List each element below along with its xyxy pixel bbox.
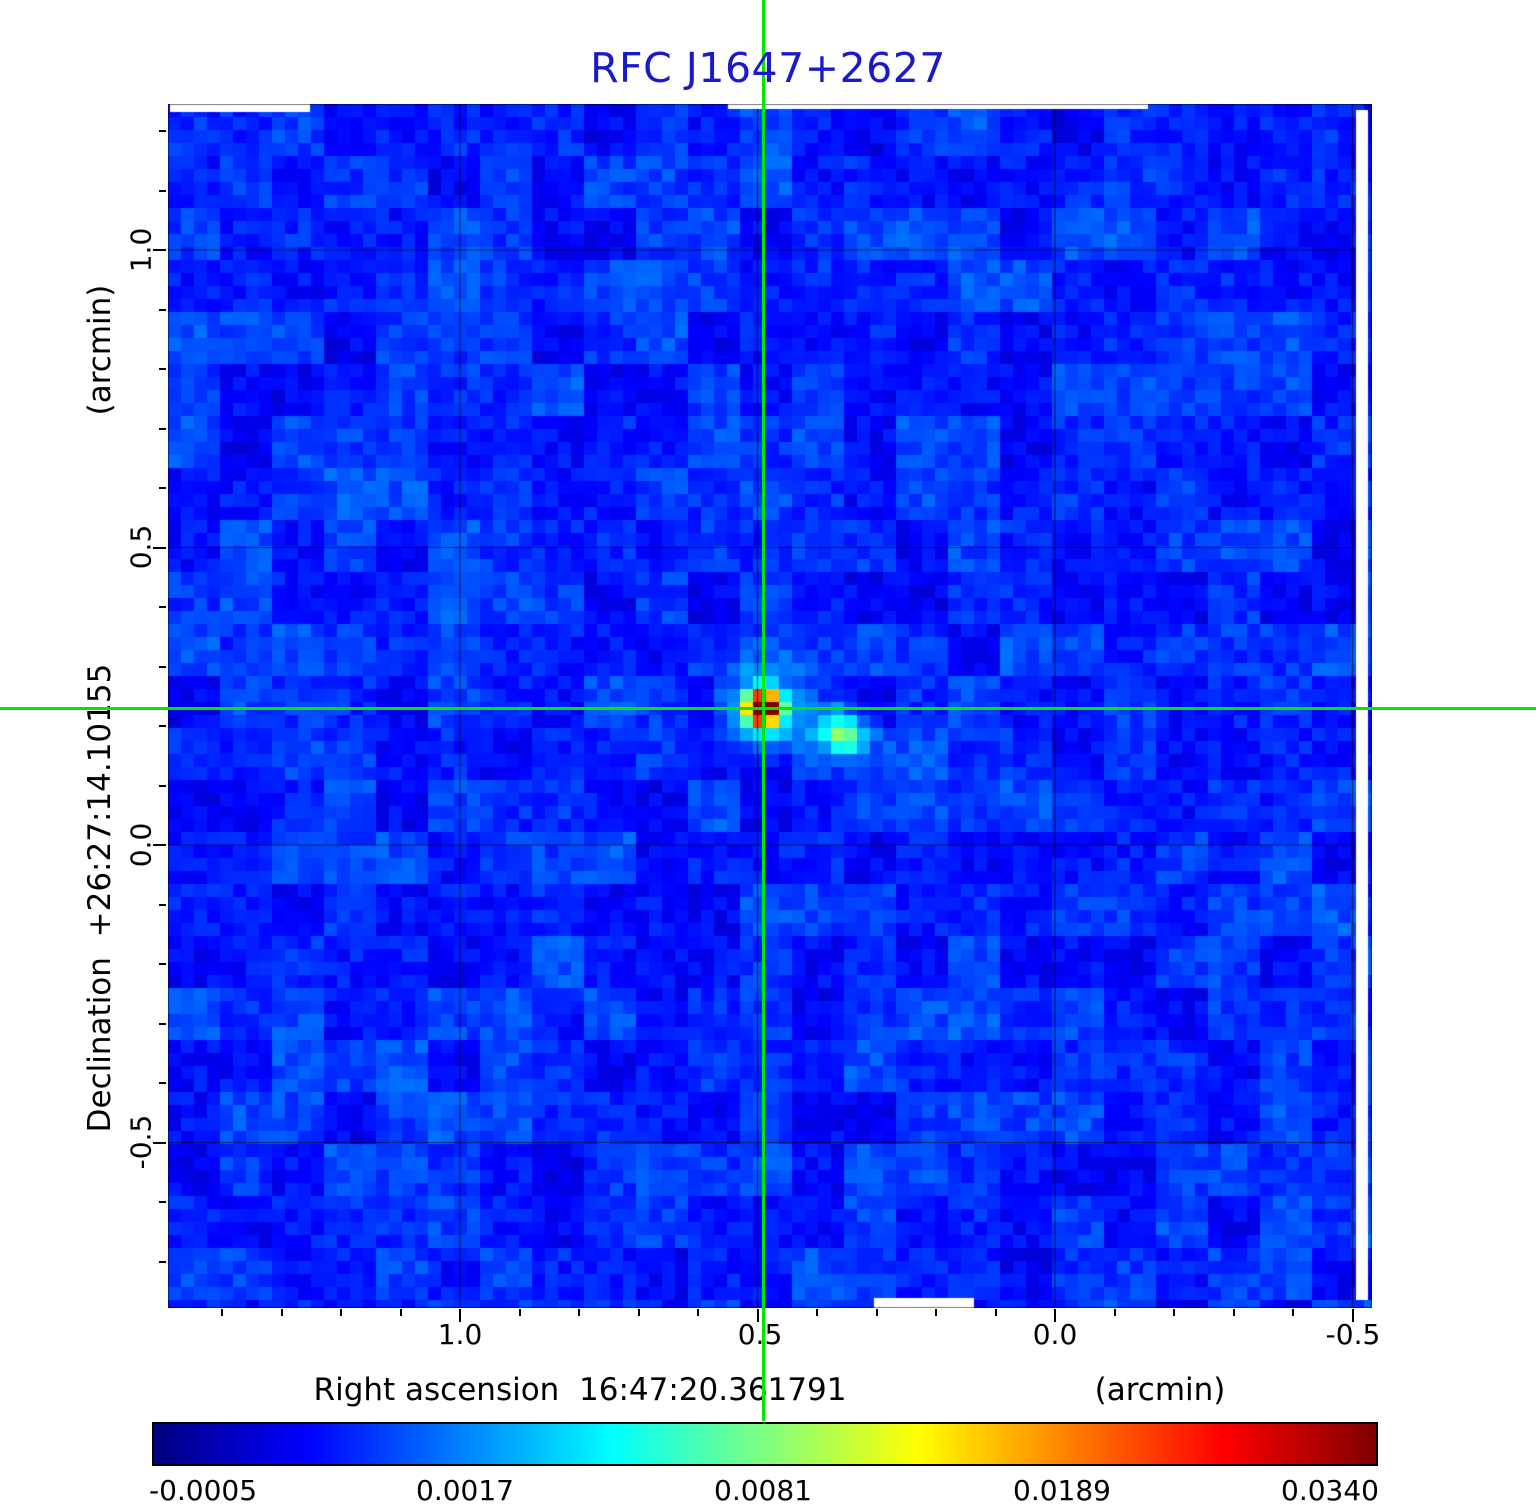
x-axis-unit-label: (arcmin) (1094, 1372, 1226, 1408)
axis-tick (1173, 1309, 1175, 1316)
axis-tick (159, 665, 166, 668)
y-axis-title: Declination +26:27:14.10155 (82, 663, 118, 1133)
axis-tick (1054, 1309, 1056, 1322)
colorbar-tick-label-0: -0.0005 (148, 1474, 258, 1507)
colorbar (152, 1422, 1378, 1466)
colorbar-gradient-canvas (154, 1424, 1376, 1464)
axis-tick (159, 130, 166, 132)
figure-title: RFC J1647+2627 (590, 44, 946, 92)
axis-tick (816, 1309, 818, 1316)
crosshair-horizontal-line (0, 707, 1536, 711)
axis-tick (159, 1260, 166, 1263)
axis-tick (1113, 1309, 1116, 1316)
colorbar-tick-label-4: 0.0340 (1281, 1474, 1379, 1507)
axis-tick (153, 249, 166, 251)
colorbar-tick-label-2: 0.0081 (714, 1474, 812, 1507)
axis-tick (159, 784, 166, 787)
x-tick-label-0.5: 0.5 (737, 1318, 783, 1351)
axis-tick (159, 189, 166, 192)
axis-tick (935, 1309, 937, 1316)
colorbar-tick-label-3: 0.0189 (1013, 1474, 1111, 1507)
axis-tick (1351, 1309, 1354, 1322)
axis-tick (280, 1309, 283, 1316)
y-axis-unit-label: (arcmin) (82, 284, 118, 416)
x-tick-label-0.0: 0.0 (1032, 1318, 1078, 1351)
axis-tick (340, 1309, 342, 1316)
axis-tick (159, 487, 166, 489)
axis-tick (518, 1309, 521, 1316)
axis-tick (637, 1309, 640, 1316)
axis-tick (578, 1309, 580, 1316)
axis-tick (153, 546, 166, 549)
sky-map-canvas (168, 104, 1372, 1308)
x-tick-label-1.0: 1.0 (437, 1318, 483, 1351)
axis-tick (153, 844, 166, 846)
axis-tick (159, 1022, 166, 1025)
axis-tick (1292, 1309, 1294, 1316)
axis-tick (1232, 1309, 1235, 1316)
x-tick-label-minus-0.5: -0.5 (1325, 1318, 1381, 1351)
sky-map-plot (168, 104, 1372, 1308)
axis-tick (159, 606, 166, 608)
axis-tick (399, 1309, 402, 1316)
colorbar-tick-label-1: 0.0017 (416, 1474, 514, 1507)
axis-tick (159, 427, 166, 430)
axis-tick (159, 1082, 166, 1084)
axis-tick (159, 1201, 166, 1203)
x-axis-title: Right ascension 16:47:20.361791 (313, 1372, 847, 1408)
axis-tick (994, 1309, 997, 1316)
axis-tick (221, 1309, 223, 1316)
axis-tick (875, 1309, 878, 1316)
axis-tick (159, 963, 166, 965)
axis-tick (697, 1309, 699, 1316)
crosshair-vertical-line (762, 0, 766, 1421)
axis-tick (159, 368, 166, 370)
axis-tick (756, 1309, 759, 1322)
axis-tick (459, 1309, 461, 1322)
axis-tick (159, 308, 166, 311)
axis-tick (159, 903, 166, 906)
axis-tick (153, 1141, 166, 1144)
axis-tick (159, 725, 166, 727)
